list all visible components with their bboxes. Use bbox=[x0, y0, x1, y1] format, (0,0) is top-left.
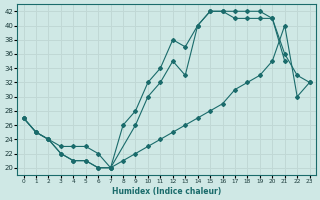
X-axis label: Humidex (Indice chaleur): Humidex (Indice chaleur) bbox=[112, 187, 221, 196]
